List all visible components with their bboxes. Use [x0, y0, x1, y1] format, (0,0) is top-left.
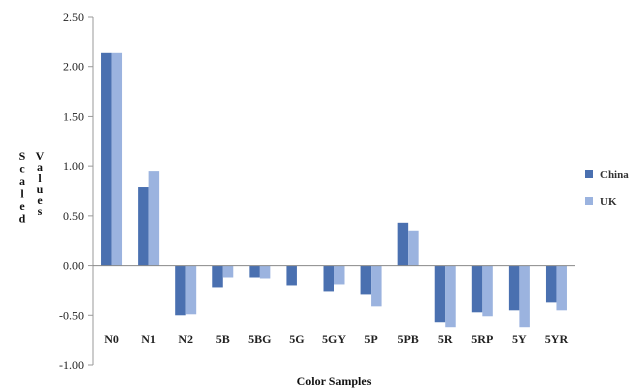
x-category-label: 5P [364, 332, 377, 346]
y-tick-label: 2.00 [63, 60, 84, 74]
legend: China UK [585, 169, 629, 208]
bar-china-5bg [249, 265, 260, 278]
x-category-label: 5RP [471, 332, 493, 346]
bar-uk-5rp [482, 265, 493, 317]
legend-label-china: China [600, 169, 629, 181]
x-category-label: 5PB [397, 332, 418, 346]
bar-uk-5yr [556, 265, 567, 311]
y-tick-label: 0.00 [63, 259, 84, 273]
bar-china-5y [508, 265, 520, 311]
y-axis-ticks: -1.00 -0.50 0.00 0.50 1.00 1.50 2.00 2.50 [59, 10, 93, 372]
y-tick-label: -0.50 [59, 308, 84, 322]
x-category-label: 5YR [545, 332, 569, 346]
bar-china-5yr [545, 265, 557, 303]
legend-label-uk: UK [600, 196, 617, 208]
x-category-label: 5R [438, 332, 453, 346]
bar-uk-n0 [111, 52, 123, 266]
y-tick-label: 1.50 [63, 109, 84, 123]
bar-uk-5b [222, 265, 234, 278]
bar-china-n1 [138, 187, 149, 266]
x-category-label: N1 [141, 332, 156, 346]
x-category-label: 5GY [322, 332, 346, 346]
bar-uk-5gy [334, 265, 345, 285]
x-category-label: 5G [289, 332, 304, 346]
legend-swatch-uk [585, 197, 593, 205]
y-tick-label: 2.50 [63, 10, 84, 24]
y-tick-label: 0.50 [63, 209, 84, 223]
bar-uk-5p [371, 265, 382, 307]
x-category-label: N2 [178, 332, 193, 346]
x-axis-category-labels: N0 N1 N2 5B 5BG 5G 5GY 5P 5PB 5R 5RP 5Y 5YR [104, 332, 568, 346]
bar-china-5b [212, 265, 223, 288]
legend-swatch-china [585, 170, 593, 178]
bar-uk-5y [519, 265, 530, 328]
x-category-label: 5Y [512, 332, 527, 346]
bar-china-5r [434, 265, 446, 323]
x-axis-title: Color Samples [297, 374, 372, 388]
bar-uk-5r [445, 265, 456, 328]
bar-china-5gy [323, 265, 334, 292]
y-tick-label: -1.00 [59, 358, 84, 372]
x-category-label: N0 [104, 332, 119, 346]
bar-china-n2 [175, 265, 186, 316]
bar-uk-n2 [185, 265, 197, 315]
y-tick-label: 1.00 [63, 159, 84, 173]
bar-uk-5pb [408, 230, 419, 266]
bar-china-n0 [101, 52, 112, 266]
bar-china-5rp [471, 265, 483, 313]
bar-china-5pb [397, 222, 409, 266]
bar-uk-n1 [148, 171, 160, 266]
bar-china-5p [360, 265, 372, 295]
x-category-label: 5BG [248, 332, 271, 346]
bars [101, 52, 567, 328]
bar-china-5g [286, 265, 297, 286]
x-category-label: 5B [216, 332, 230, 346]
bar-uk-5bg [259, 265, 271, 279]
